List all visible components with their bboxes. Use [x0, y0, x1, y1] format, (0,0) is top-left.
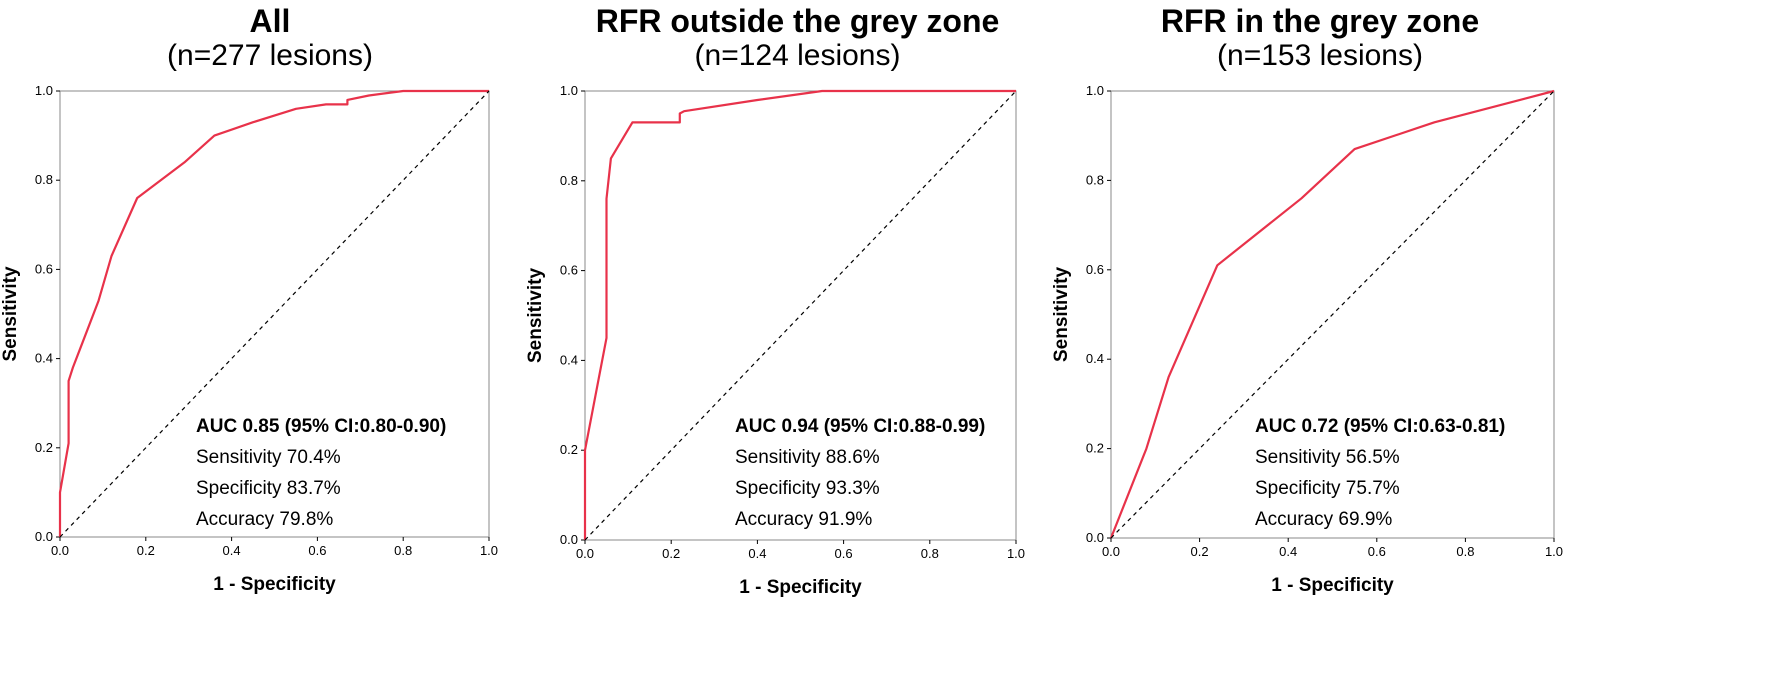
- reference-diagonal-line: [1110, 90, 1555, 539]
- y-tick-label: 0.8: [35, 172, 53, 187]
- y-tick-label: 0.8: [1086, 172, 1104, 187]
- roc-curve: [58, 89, 489, 537]
- accuracy-label: Accuracy 69.9%: [1255, 509, 1393, 530]
- x-tick-label: 0.0: [51, 543, 69, 558]
- specificity-label: Specificity 93.3%: [735, 478, 880, 499]
- x-tick-label: 1.0: [1007, 546, 1025, 561]
- chart-panel-outside-grey-zone: RFR outside the grey zone (n=124 lesions…: [525, 0, 1070, 677]
- sensitivity-label: Sensitivity 56.5%: [1255, 447, 1400, 468]
- chart-subtitle: (n=124 lesions): [694, 39, 901, 72]
- y-tick-label: 0.6: [1086, 262, 1104, 277]
- chart-panel-all: All (n=277 lesions) 0.0 0.2 0.4 0.6 0.8 1.0 0.…: [0, 0, 540, 677]
- plot-frame: [59, 90, 490, 538]
- auc-label: AUC 0.94 (95% CI:0.88-0.99): [735, 416, 986, 437]
- auc-label: AUC 0.85 (95% CI:0.80-0.90): [196, 416, 447, 437]
- roc-plot: 0.0 0.2 0.4 0.6 0.8 1.0 0.0 0.2 0.4 0.6 0.8 1.0 1 - …: [0, 83, 498, 595]
- accuracy-label: Accuracy 79.8%: [196, 509, 334, 530]
- y-tick-label: 0.0: [1086, 530, 1104, 545]
- plot-frame: [1110, 90, 1555, 539]
- y-tick-label: 0.8: [560, 173, 578, 188]
- x-axis-label: 1 - Specificity: [1271, 575, 1394, 596]
- chart-subtitle: (n=153 lesions): [1217, 39, 1423, 72]
- y-tick-label: 0.2: [35, 440, 53, 455]
- x-tick-label: 0.0: [1102, 544, 1120, 559]
- y-tick-label: 0.6: [35, 261, 53, 276]
- y-tick-label: 1.0: [1086, 83, 1104, 98]
- reference-diagonal-line: [59, 90, 490, 538]
- y-tick-label: 0.4: [560, 352, 578, 367]
- x-tick-label: 0.8: [921, 546, 939, 561]
- x-tick-label: 0.2: [137, 543, 155, 558]
- x-tick-label: 0.4: [223, 543, 241, 558]
- stats-box: AUC 0.85 (95% CI:0.80-0.90) Sensitivity …: [196, 411, 446, 535]
- plot-frame: [584, 90, 1017, 541]
- x-tick-label: 0.0: [576, 546, 594, 561]
- x-tick-label: 0.4: [1279, 544, 1297, 559]
- x-tick-label: 0.6: [308, 543, 326, 558]
- x-axis-label: 1 - Specificity: [213, 574, 336, 595]
- roc-curve: [1109, 89, 1555, 539]
- stats-box: AUC 0.94 (95% CI:0.88-0.99) Sensitivity …: [735, 411, 985, 535]
- y-axis-label: Sensitivity: [525, 268, 546, 363]
- x-tick-label: 0.2: [662, 546, 680, 561]
- x-tick-label: 0.6: [835, 546, 853, 561]
- chart-panel-in-grey-zone: RFR in the grey zone (n=153 lesions) 0.0…: [1050, 0, 1590, 677]
- roc-plot: 0.0 0.2 0.4 0.6 0.8 1.0 0.0 0.2 0.4 0.6 0.8 1.0 1 - …: [1051, 83, 1563, 596]
- x-axis-label: 1 - Specificity: [739, 577, 862, 598]
- stats-box: AUC 0.72 (95% CI:0.63-0.81) Sensitivity …: [1255, 411, 1505, 535]
- sensitivity-label: Sensitivity 70.4%: [196, 447, 341, 468]
- chart-title: RFR outside the grey zone: [595, 3, 1000, 39]
- x-tick-label: 0.8: [1456, 544, 1474, 559]
- x-tick-label: 0.4: [748, 546, 766, 561]
- roc-curve: [583, 89, 1016, 540]
- y-tick-label: 0.0: [35, 529, 53, 544]
- sensitivity-label: Sensitivity 88.6%: [735, 447, 880, 468]
- roc-plot: 0.0 0.2 0.4 0.6 0.8 1.0 0.0 0.2 0.4 0.6 0.8 1.0 1 - …: [525, 83, 1025, 598]
- chart-subtitle: (n=277 lesions): [167, 39, 373, 72]
- x-tick-label: 0.2: [1191, 544, 1209, 559]
- specificity-label: Specificity 83.7%: [196, 478, 341, 499]
- x-tick-label: 1.0: [480, 543, 498, 558]
- x-tick-label: 0.6: [1368, 544, 1386, 559]
- y-tick-label: 1.0: [560, 83, 578, 98]
- y-tick-label: 0.4: [1086, 351, 1104, 366]
- y-axis-label: Sensitivity: [0, 266, 21, 361]
- chart-title: All: [249, 3, 291, 39]
- accuracy-label: Accuracy 91.9%: [735, 509, 873, 530]
- y-tick-label: 0.6: [560, 263, 578, 278]
- x-tick-label: 1.0: [1545, 544, 1563, 559]
- y-tick-label: 0.0: [560, 532, 578, 547]
- chart-title: RFR in the grey zone: [1160, 3, 1480, 39]
- y-tick-label: 0.4: [35, 351, 53, 366]
- y-tick-label: 1.0: [35, 83, 53, 98]
- x-tick-label: 0.8: [394, 543, 412, 558]
- specificity-label: Specificity 75.7%: [1255, 478, 1400, 499]
- y-axis-label: Sensitivity: [1051, 267, 1072, 362]
- y-tick-label: 0.2: [560, 442, 578, 457]
- y-tick-label: 0.2: [1086, 441, 1104, 456]
- auc-label: AUC 0.72 (95% CI:0.63-0.81): [1255, 416, 1506, 437]
